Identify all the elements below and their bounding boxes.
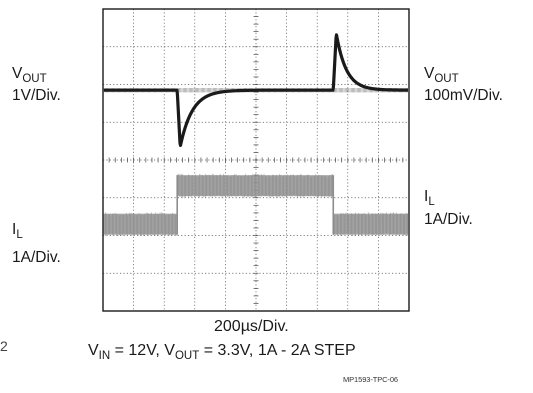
inductor-current-low-band-1-noise (104, 212, 177, 236)
il-scale-left: 1A/Div. (12, 248, 61, 268)
il-label-right: IL (424, 187, 435, 212)
il-label-left: IL (12, 220, 23, 245)
page-edge-mark: 2 (0, 338, 8, 354)
time-scale-caption: 200µs/Div. (214, 318, 289, 336)
vout-scale-right: 100mV/Div. (424, 86, 503, 106)
graticule-grid (103, 9, 409, 311)
test-conditions-caption: VIN = 12V, VOUT = 3.3V, 1A - 2A STEP (88, 342, 356, 362)
figure-code: MP1593-TPC-06 (343, 375, 398, 384)
inductor-current-high-band (177, 175, 333, 196)
vout-scale-left: 1V/Div. (12, 86, 61, 106)
il-scale-right: 1A/Div. (424, 210, 473, 230)
